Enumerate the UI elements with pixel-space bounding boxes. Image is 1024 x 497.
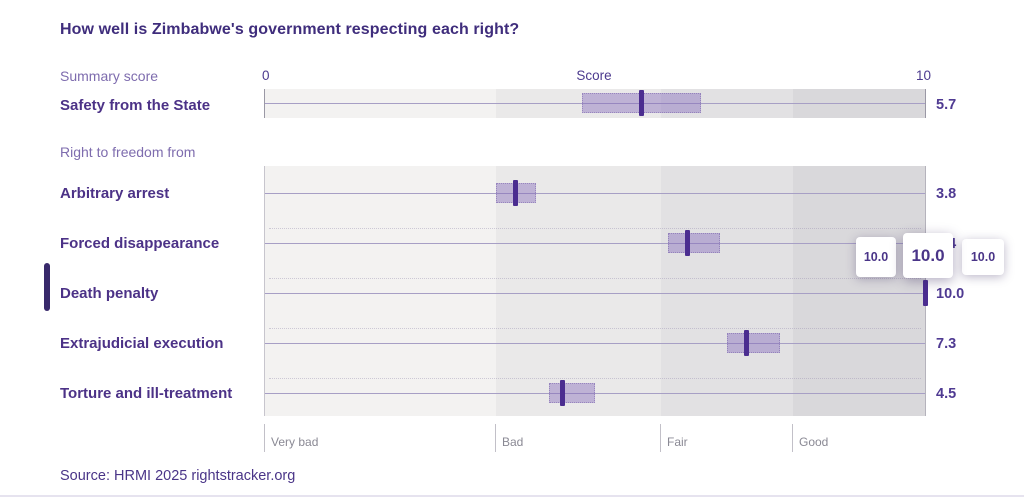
score-axis-header: 0 Score 10 xyxy=(262,68,931,86)
axis-tick xyxy=(495,424,496,452)
active-row-indicator xyxy=(44,263,50,311)
row-label-safety-from-the-state: Safety from the State xyxy=(60,97,211,114)
score-value-safety: 5.7 xyxy=(936,97,957,113)
row-separator-dotted xyxy=(269,378,921,379)
score-value-death-penalty: 10.0 xyxy=(936,286,965,302)
score-marker[interactable] xyxy=(638,90,644,116)
row-label-death-penalty: Death penalty xyxy=(60,285,159,302)
axis-tick xyxy=(264,424,265,452)
quality-band-bad xyxy=(496,166,661,416)
row-separator-dotted xyxy=(269,228,921,229)
chart-row-forced-disappearance[interactable] xyxy=(265,216,925,266)
quality-bands xyxy=(265,166,925,416)
quality-band-very-bad xyxy=(265,166,496,416)
gridline xyxy=(265,293,925,294)
chart-row-arbitrary-arrest[interactable] xyxy=(265,166,925,216)
quality-band-axis: Very bad Bad Fair Good xyxy=(264,416,924,461)
gridline xyxy=(265,343,925,344)
source-text: Source: HRMI 2025 rightstracker.org xyxy=(60,468,296,484)
band-label-fair: Fair xyxy=(667,435,688,449)
uncertainty-band xyxy=(667,233,721,253)
axis-tick xyxy=(660,424,661,452)
tooltip-upper-bound: 10.0 xyxy=(962,239,1004,275)
score-marker[interactable] xyxy=(559,380,565,406)
score-marker[interactable] xyxy=(684,230,690,256)
score-value-extrajudicial-execution: 7.3 xyxy=(936,336,957,352)
band-label-bad: Bad xyxy=(502,435,524,449)
row-label-arbitrary-arrest: Arbitrary arrest xyxy=(60,185,170,202)
score-value-arbitrary-arrest: 3.8 xyxy=(936,186,957,202)
page-title: How well is Zimbabwe's government respec… xyxy=(60,21,520,38)
axis-min-label: 0 xyxy=(262,68,270,83)
score-marker[interactable] xyxy=(922,280,928,306)
gridline xyxy=(265,243,925,244)
row-label-extrajudicial-execution: Extrajudicial execution xyxy=(60,335,224,352)
band-label-good: Good xyxy=(799,435,829,449)
summary-chart-row[interactable] xyxy=(264,89,926,118)
gridline xyxy=(265,193,925,194)
axis-title: Score xyxy=(576,68,612,83)
score-value-torture-and-ill-treatment: 4.5 xyxy=(936,386,957,402)
band-label-very-bad: Very bad xyxy=(271,435,319,449)
quality-band-good xyxy=(793,166,925,416)
group-section-label: Right to freedom from xyxy=(60,144,196,160)
summary-section-label: Summary score xyxy=(60,68,159,84)
tooltip-lower-bound: 10.0 xyxy=(856,237,896,277)
row-label-torture-and-ill-treatment: Torture and ill-treatment xyxy=(60,385,233,402)
gridline xyxy=(265,393,925,394)
rights-chart xyxy=(264,166,928,416)
uncertainty-band xyxy=(727,333,780,353)
axis-tick xyxy=(792,424,793,452)
gridline xyxy=(265,103,925,104)
quality-band-fair xyxy=(661,166,793,416)
row-separator-dotted xyxy=(269,328,921,329)
chart-row-torture-and-ill-treatment[interactable] xyxy=(265,366,925,416)
row-label-forced-disappearance: Forced disappearance xyxy=(60,235,220,252)
score-marker[interactable] xyxy=(513,180,519,206)
chart-row-death-penalty[interactable] xyxy=(265,266,928,316)
uncertainty-band xyxy=(548,383,595,403)
row-separator-dotted xyxy=(269,278,921,279)
tooltip-score: 10.0 xyxy=(903,233,953,278)
axis-max-label: 10 xyxy=(915,68,931,83)
chart-row-extrajudicial-execution[interactable] xyxy=(265,316,925,366)
score-marker[interactable] xyxy=(744,330,750,356)
